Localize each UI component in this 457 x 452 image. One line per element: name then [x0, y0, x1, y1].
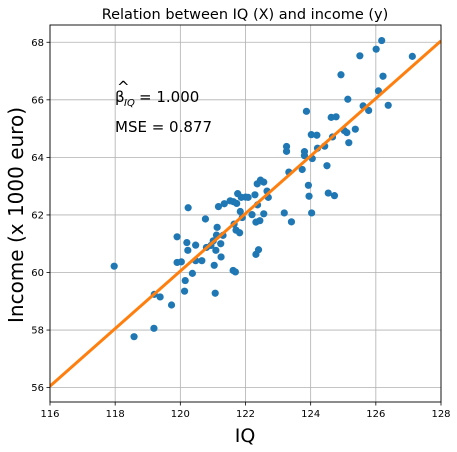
data-point: [379, 72, 387, 80]
data-point: [298, 165, 306, 174]
data-point: [244, 193, 252, 201]
plot-area: [50, 36, 441, 388]
x-tick-label: 124: [301, 409, 320, 420]
data-point: [408, 52, 416, 60]
data-point: [378, 36, 386, 45]
chart-title: Relation between IQ (X) and income (y): [102, 7, 389, 23]
data-point: [308, 209, 316, 217]
y-tick-label: 66: [31, 95, 44, 106]
data-point: [260, 210, 268, 218]
y-tick-label: 68: [31, 38, 44, 49]
y-tick-label: 64: [31, 153, 44, 164]
data-point: [344, 95, 352, 103]
data-point: [343, 129, 351, 137]
beta-subscript: IQ: [124, 98, 135, 109]
data-point: [282, 147, 291, 155]
data-point: [188, 269, 196, 277]
beta-hat: ^: [117, 78, 130, 96]
data-point: [192, 241, 200, 249]
data-point: [313, 131, 321, 139]
data-point: [210, 261, 218, 269]
data-point: [351, 125, 359, 133]
data-point: [177, 258, 185, 266]
data-point: [302, 107, 311, 115]
data-point: [260, 178, 268, 186]
data-point: [220, 200, 228, 208]
data-point: [181, 276, 189, 285]
data-point: [231, 268, 239, 276]
data-point: [330, 192, 339, 200]
data-point: [233, 199, 241, 208]
beta-symbol: β: [115, 88, 125, 106]
data-point: [304, 181, 312, 189]
data-point: [280, 209, 288, 217]
data-point: [180, 287, 189, 295]
axis-ticks: 116 118 120 122 124 126 128 56 58 60 62 64 66 68: [31, 38, 450, 420]
y-axis-label: Income (x 1000 euro): [4, 107, 28, 323]
data-point: [214, 202, 223, 211]
data-point: [384, 101, 392, 109]
beta-value: = 1.000: [139, 88, 199, 106]
data-point: [130, 333, 138, 341]
data-point: [184, 204, 192, 212]
data-point: [345, 139, 353, 147]
data-point: [183, 238, 191, 247]
data-point: [236, 207, 244, 216]
data-point: [198, 257, 206, 265]
x-tick-label: 128: [431, 409, 450, 420]
data-point: [248, 211, 256, 219]
y-tick-label: 60: [31, 268, 44, 279]
x-tick-label: 126: [366, 409, 385, 420]
data-point: [150, 324, 158, 332]
data-point: [211, 289, 219, 297]
x-axis-label: IQ: [235, 425, 256, 447]
data-point: [305, 192, 313, 200]
data-point: [307, 131, 315, 139]
data-point: [236, 229, 244, 237]
data-point: [323, 162, 331, 170]
x-tick-label: 120: [171, 409, 190, 420]
data-point: [217, 240, 225, 248]
y-tick-label: 62: [31, 210, 44, 221]
y-tick-label: 56: [31, 383, 44, 394]
data-point: [217, 253, 225, 261]
data-point: [212, 246, 220, 254]
regression-line: [50, 39, 441, 388]
mse-annotation: MSE = 0.877: [115, 118, 212, 136]
data-point: [300, 152, 309, 160]
x-tick-label: 122: [236, 409, 255, 420]
data-point: [184, 246, 192, 254]
data-point: [324, 189, 332, 197]
data-point: [173, 233, 181, 241]
x-tick-label: 116: [40, 409, 59, 420]
data-point: [287, 218, 296, 226]
y-tick-label: 58: [31, 326, 44, 337]
data-point: [256, 217, 264, 225]
data-point: [365, 106, 373, 115]
data-point: [156, 293, 164, 301]
data-point: [167, 301, 176, 309]
data-point: [254, 246, 263, 254]
data-point: [356, 52, 364, 60]
data-point: [110, 262, 118, 270]
x-tick-label: 118: [106, 409, 125, 420]
beta-annotation: β ^ IQ = 1.000: [115, 78, 199, 109]
data-point: [201, 215, 210, 223]
data-point: [251, 191, 259, 199]
data-point: [372, 45, 380, 53]
data-point: [213, 223, 221, 231]
data-point: [337, 71, 345, 79]
data-point: [332, 113, 340, 121]
